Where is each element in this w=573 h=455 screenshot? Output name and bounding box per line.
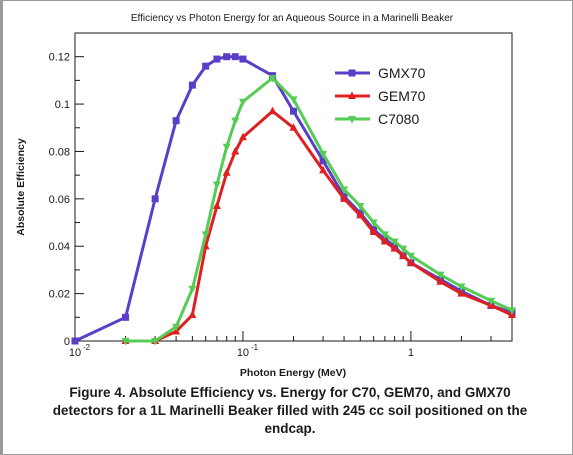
data-point bbox=[319, 157, 327, 165]
legend-entry: C7080 bbox=[335, 111, 419, 127]
data-point bbox=[319, 150, 328, 159]
data-point bbox=[231, 53, 239, 61]
y-tick-label: 0.08 bbox=[49, 146, 70, 158]
y-axis: 0 0.02 0.04 0.06 0.08 0.1 0.12 bbox=[49, 52, 84, 348]
figure-caption: Figure 4. Absolute Efficiency vs. Energy… bbox=[52, 385, 528, 436]
data-point bbox=[223, 53, 231, 61]
data-point bbox=[239, 55, 247, 63]
data-point bbox=[436, 271, 445, 280]
data-point bbox=[121, 338, 130, 346]
data-point bbox=[348, 116, 356, 124]
data-point bbox=[172, 323, 181, 332]
data-point bbox=[188, 81, 196, 89]
data-point bbox=[390, 238, 399, 246]
series-layer bbox=[71, 53, 516, 346]
data-point bbox=[222, 168, 231, 176]
data-point bbox=[289, 96, 298, 104]
chart-title: Efficiency vs Photon Energy for an Aqueo… bbox=[131, 13, 454, 24]
y-tick-label: 0.12 bbox=[49, 52, 70, 64]
x-tick-exponent: -2 bbox=[83, 343, 91, 352]
data-point bbox=[151, 195, 159, 203]
data-point bbox=[436, 277, 445, 285]
data-point bbox=[340, 186, 349, 194]
y-axis-title: Absolute Efficiency bbox=[15, 138, 27, 236]
data-point bbox=[188, 285, 197, 294]
data-point bbox=[340, 194, 349, 202]
x-axis-title: Photon Energy (MeV) bbox=[240, 367, 346, 379]
x-tick-label: 10 bbox=[69, 347, 81, 359]
data-point bbox=[380, 231, 389, 239]
y-tick-label: 0.1 bbox=[55, 99, 70, 111]
y-tick-label: 0 bbox=[64, 336, 70, 348]
data-point bbox=[289, 123, 298, 131]
x-tick-exponent: -1 bbox=[251, 343, 259, 352]
series-c7080 bbox=[121, 75, 516, 346]
y-tick-label: 0.06 bbox=[49, 194, 70, 206]
data-point bbox=[172, 117, 180, 125]
plot-area bbox=[74, 32, 513, 342]
series-gem70 bbox=[121, 106, 516, 344]
y-tick-label: 0.04 bbox=[49, 241, 70, 253]
data-point bbox=[231, 146, 240, 155]
data-point bbox=[212, 201, 221, 209]
data-point bbox=[356, 210, 365, 219]
data-point bbox=[380, 236, 389, 245]
data-point bbox=[122, 313, 130, 321]
data-point bbox=[222, 143, 231, 152]
data-point bbox=[290, 107, 297, 115]
data-point bbox=[231, 117, 240, 126]
data-point bbox=[238, 98, 247, 107]
data-point bbox=[202, 62, 210, 70]
legend: GMX70 GEM70 C7080 bbox=[335, 65, 426, 127]
legend-entry: GEM70 bbox=[335, 88, 426, 104]
data-point bbox=[399, 245, 408, 254]
legend-entry: GMX70 bbox=[335, 65, 426, 81]
data-point bbox=[406, 258, 415, 266]
data-point bbox=[457, 289, 466, 297]
data-point bbox=[268, 75, 277, 83]
data-point bbox=[399, 251, 408, 259]
legend-label: GMX70 bbox=[378, 65, 426, 81]
legend-label: GEM70 bbox=[378, 88, 426, 104]
data-point bbox=[188, 310, 197, 318]
data-point bbox=[71, 337, 79, 345]
y-tick-label: 0.02 bbox=[49, 289, 70, 301]
data-point bbox=[268, 106, 277, 115]
data-point bbox=[508, 307, 516, 315]
x-tick-label: 10 bbox=[237, 347, 249, 359]
data-point bbox=[212, 181, 221, 190]
data-point bbox=[213, 55, 221, 63]
data-point bbox=[406, 252, 415, 261]
data-point bbox=[201, 231, 210, 239]
data-point bbox=[348, 91, 356, 99]
x-tick-label: 1 bbox=[408, 347, 414, 359]
legend-label: C7080 bbox=[378, 111, 419, 127]
data-point bbox=[356, 202, 365, 211]
data-point bbox=[487, 297, 496, 306]
data-point bbox=[390, 244, 399, 252]
x-axis: 10 -2 10 -1 1 bbox=[69, 331, 513, 359]
data-point bbox=[369, 227, 378, 236]
series-line bbox=[125, 76, 513, 343]
data-point bbox=[369, 219, 378, 228]
data-point bbox=[151, 338, 160, 346]
data-point bbox=[319, 165, 328, 174]
data-point bbox=[348, 69, 356, 77]
data-point bbox=[457, 283, 466, 292]
data-point bbox=[238, 132, 247, 141]
